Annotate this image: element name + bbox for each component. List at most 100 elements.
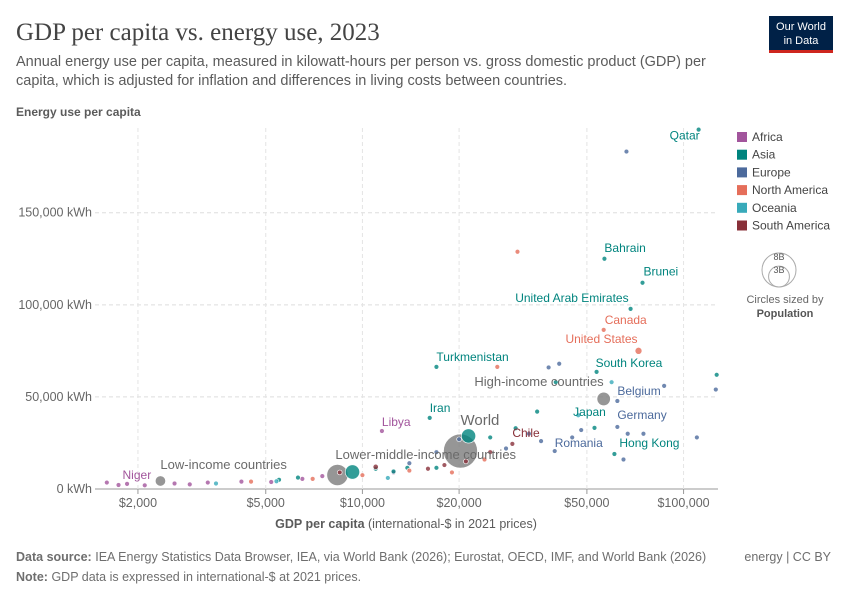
- legend-swatch: [737, 185, 747, 196]
- data-point: [640, 431, 647, 437]
- point-label: Iran: [430, 401, 451, 415]
- data-point: [575, 412, 581, 419]
- data-point: [248, 478, 254, 485]
- legend-label: Africa: [752, 130, 783, 144]
- data-point: [487, 449, 493, 455]
- data-point: [509, 441, 516, 447]
- point-label: Canada: [605, 313, 647, 327]
- data-point: [713, 386, 719, 393]
- data-point: [104, 479, 110, 486]
- y-tick-label: 50,000 kWh: [25, 390, 92, 404]
- x-tick-label: $2,000: [119, 496, 157, 510]
- point-label: Libya: [382, 415, 411, 429]
- data-point: [238, 478, 245, 485]
- data-point: [623, 148, 630, 155]
- size-legend-variable: Population: [757, 308, 814, 320]
- data-point: [425, 466, 431, 472]
- point-label: World: [460, 412, 499, 429]
- data-point: [326, 464, 349, 486]
- data-point: [694, 434, 700, 441]
- data-point: [309, 476, 316, 482]
- size-legend-label: 3B: [773, 265, 784, 275]
- source: Data source: IEA Energy Statistics Data …: [16, 550, 706, 564]
- data-point: [608, 379, 615, 385]
- note-text: GDP data is expressed in international-$…: [51, 570, 361, 584]
- data-point: [337, 469, 343, 476]
- subtitle: capita, which is adjusted for inflation …: [16, 73, 567, 89]
- note-label: Note:: [16, 570, 48, 584]
- point-label: Brunei: [644, 265, 679, 279]
- point-label: Qatar: [670, 129, 700, 143]
- data-point: [695, 126, 702, 133]
- point-label: Niger: [123, 468, 152, 482]
- data-point: [538, 438, 544, 444]
- data-point: [494, 364, 500, 370]
- x-axis-label-note: (international-$ in 2021 prices): [368, 517, 537, 531]
- data-point: [171, 480, 178, 487]
- data-point: [639, 280, 646, 286]
- data-point: [213, 480, 219, 487]
- point-label: United Arab Emirates: [515, 291, 628, 305]
- data-point: [614, 398, 621, 404]
- data-point: [620, 456, 627, 463]
- data-point: [503, 445, 509, 452]
- data-point: [600, 327, 607, 333]
- x-tick-label: $50,000: [564, 496, 609, 510]
- point-label: Hong Kong: [619, 436, 679, 450]
- data-point: [661, 383, 667, 389]
- data-point: [433, 364, 440, 370]
- data-point: [634, 347, 643, 355]
- data-point: [556, 361, 562, 367]
- legend-swatch: [737, 132, 747, 142]
- logo-text: Our World: [776, 21, 826, 33]
- size-legend-circle: [768, 265, 790, 288]
- point-label: Turkmenistan: [436, 350, 508, 364]
- point-label: High-income countries: [474, 374, 604, 389]
- logo-box: [769, 16, 833, 50]
- data-point: [593, 369, 600, 375]
- point-label: United States: [565, 332, 637, 346]
- data-point: [534, 408, 540, 415]
- x-tick-label: $100,000: [657, 496, 709, 510]
- chart-title: GDP per capita vs. energy use, 2023: [16, 19, 380, 46]
- data-point: [545, 364, 552, 371]
- logo: Our World in Data: [769, 16, 833, 53]
- grid: 0 kWh 50,000 kWh 100,000 kWh 150,000 kWh $2,…: [18, 128, 718, 510]
- data-point: [372, 463, 379, 470]
- data-point: [627, 306, 634, 312]
- point-label: Chile: [512, 426, 540, 440]
- logo-bar: [769, 50, 833, 53]
- license: energy | CC BY: [744, 550, 831, 564]
- data-point: [406, 467, 413, 474]
- subtitle: Annual energy use per capita, measured i…: [16, 54, 706, 70]
- data-point: [449, 469, 455, 476]
- legend-label: Asia: [752, 148, 776, 162]
- data-point: [142, 482, 148, 489]
- legend-label: North America: [752, 183, 828, 197]
- data-point: [273, 478, 280, 484]
- legend-swatch: [737, 149, 747, 160]
- data-point: [526, 431, 532, 437]
- data-point: [569, 434, 575, 441]
- x-tick-label: $20,000: [437, 496, 482, 510]
- labels: World High-income countries Lower-middle-i…: [123, 129, 700, 482]
- logo-text: in Data: [784, 35, 820, 47]
- point-label: Low-income countries: [160, 457, 287, 472]
- data-point: [299, 476, 306, 482]
- data-point: [115, 482, 122, 488]
- source-label: Data source:: [16, 550, 92, 564]
- point-label: Belgium: [617, 384, 660, 398]
- point-label: Germany: [617, 408, 666, 422]
- size-legend-label: 8B: [773, 252, 784, 262]
- legend-swatch: [737, 202, 747, 213]
- y-axis-label: Energy use per capita: [16, 105, 141, 119]
- data-point: [390, 468, 397, 475]
- legend-swatch: [737, 167, 747, 178]
- data-point: [553, 379, 559, 385]
- data-point: [205, 479, 211, 486]
- data-point: [319, 473, 325, 479]
- point-label: Japan: [573, 405, 606, 419]
- data-point: [154, 475, 166, 487]
- data-point: [601, 256, 608, 262]
